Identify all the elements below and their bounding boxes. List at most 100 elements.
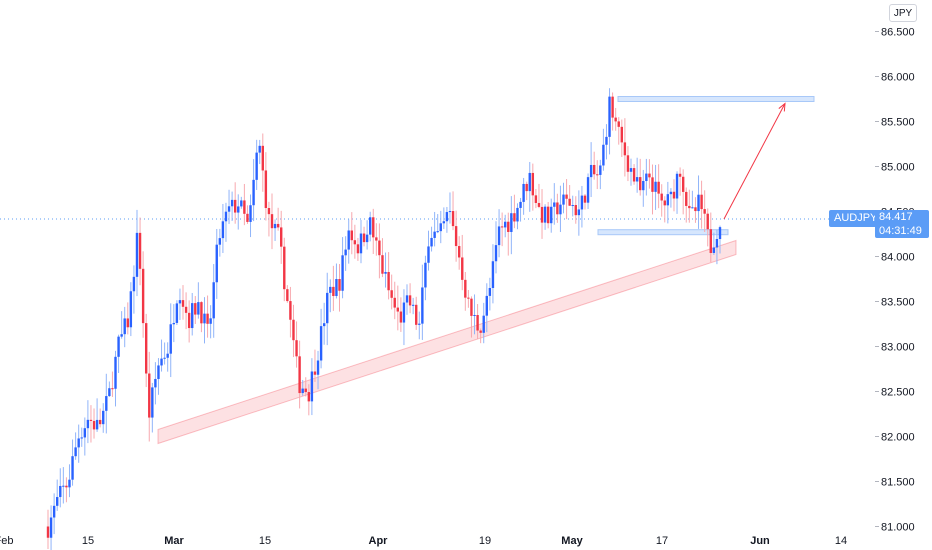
candle-body xyxy=(651,177,654,192)
candle-body xyxy=(623,142,627,156)
candle xyxy=(427,230,430,271)
candle-body xyxy=(550,206,553,224)
candle xyxy=(200,301,203,333)
candle-body xyxy=(187,312,191,329)
candle xyxy=(378,223,381,279)
candle xyxy=(651,164,654,215)
candle xyxy=(488,277,492,311)
candle-body xyxy=(353,240,357,245)
candle xyxy=(83,417,87,456)
candle xyxy=(675,171,679,214)
candle xyxy=(418,311,421,340)
currency-label[interactable]: JPY xyxy=(889,4,917,22)
candle xyxy=(335,263,338,299)
candle-body xyxy=(433,231,436,238)
candle-body xyxy=(227,206,231,212)
candle-body xyxy=(553,202,556,207)
candle xyxy=(454,210,458,262)
candle xyxy=(473,294,476,335)
candle-body xyxy=(105,396,108,411)
candle xyxy=(74,432,77,460)
candle xyxy=(387,252,390,300)
candle xyxy=(68,464,71,498)
candle xyxy=(132,265,136,314)
candle xyxy=(589,142,593,198)
candle-body xyxy=(95,419,99,430)
candle-body xyxy=(233,199,237,213)
candle-body xyxy=(467,297,470,299)
candle xyxy=(221,203,225,254)
candle-body xyxy=(488,287,492,296)
candle xyxy=(227,189,231,224)
candle-body xyxy=(500,226,504,228)
candle xyxy=(233,182,237,224)
candle xyxy=(390,274,393,310)
candle-body xyxy=(602,144,605,166)
candle xyxy=(120,311,123,339)
candle xyxy=(405,284,409,315)
candle-body xyxy=(430,237,433,247)
candle-body xyxy=(534,195,538,203)
candle xyxy=(95,398,99,432)
candle-body xyxy=(537,202,541,207)
candle-body xyxy=(519,201,522,208)
candle-body xyxy=(280,227,283,247)
candle xyxy=(663,196,666,223)
candle-body xyxy=(556,202,559,215)
candle xyxy=(715,229,719,265)
candle xyxy=(577,190,581,236)
candle-body xyxy=(408,295,412,306)
candle-body xyxy=(565,194,568,199)
candle-body xyxy=(74,447,77,457)
candle xyxy=(77,424,80,463)
candle-body xyxy=(583,195,587,203)
candle-body xyxy=(163,357,166,359)
candle-body xyxy=(359,233,363,254)
candle-body xyxy=(666,194,670,206)
candle xyxy=(105,373,108,434)
candle-body xyxy=(635,177,639,182)
candle-body xyxy=(243,200,246,214)
candle-body xyxy=(341,255,344,291)
candle-body xyxy=(685,191,688,206)
candle-body xyxy=(206,313,209,324)
candle xyxy=(436,214,439,234)
candle-body xyxy=(390,290,393,298)
last-price-value: 84.417 xyxy=(879,211,913,223)
candle-body xyxy=(329,286,332,293)
candle xyxy=(80,427,83,447)
candle-body xyxy=(255,152,258,180)
candle-body xyxy=(485,295,488,316)
x-tick-label: 17 xyxy=(656,535,668,547)
candle-body xyxy=(286,289,289,302)
y-tick-label: 82.000 xyxy=(881,432,915,444)
candle-body xyxy=(144,323,148,374)
candle xyxy=(580,185,584,228)
candle-body xyxy=(451,211,455,227)
candle xyxy=(522,177,525,215)
candle-body xyxy=(378,240,381,256)
candle xyxy=(108,381,111,397)
candle xyxy=(160,339,163,372)
candle xyxy=(559,185,562,233)
candle-body xyxy=(307,392,311,402)
candle xyxy=(500,212,504,247)
candle xyxy=(485,283,488,333)
candle-body xyxy=(252,179,255,206)
candle xyxy=(448,192,452,224)
candle-body xyxy=(507,221,510,232)
candle xyxy=(258,139,261,165)
price-axis: 86.50086.00085.50085.00084.50084.00083.5… xyxy=(875,27,915,534)
candle xyxy=(304,377,307,397)
candle-body xyxy=(620,126,624,143)
candle xyxy=(129,282,133,337)
candle-body xyxy=(405,295,409,303)
y-tick-label: 85.000 xyxy=(881,162,915,174)
candle-body xyxy=(528,172,531,192)
candle xyxy=(507,212,510,256)
symbol-price-label: AUDJPY xyxy=(829,210,883,227)
candle-body xyxy=(596,174,599,176)
candle-body xyxy=(418,323,421,325)
candle-body xyxy=(691,207,694,209)
